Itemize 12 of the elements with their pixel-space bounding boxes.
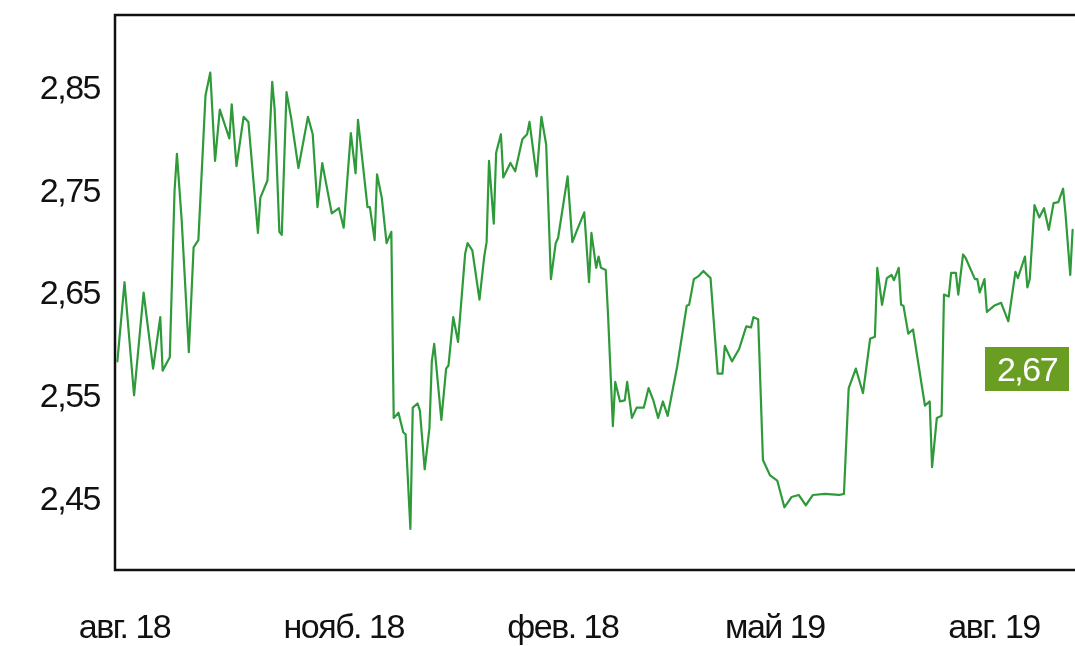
y-tick-label: 2,75 [39,170,101,209]
x-tick-label: авг. 19 [948,607,1041,645]
x-tick-label: май 19 [725,607,826,645]
x-tick-label: фев. 18 [507,607,620,645]
y-tick-label: 2,55 [39,376,101,415]
x-tick-label: авг. 18 [78,607,171,645]
y-tick-label: 2,65 [39,273,101,312]
line-series [116,71,1074,530]
x-tick-label: нояб. 18 [283,607,405,645]
y-tick-label: 2,45 [39,478,101,517]
y-tick-label: 2,85 [39,67,101,106]
annotation: 2,67 [996,350,1058,389]
